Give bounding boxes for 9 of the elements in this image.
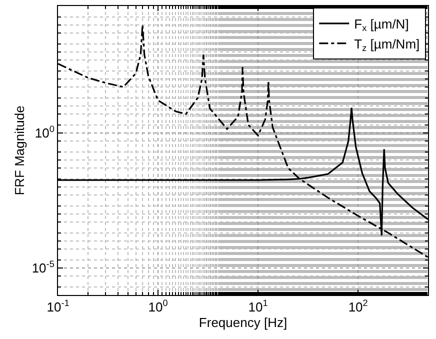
y-tick-label: 10$^{-5}$: [32, 259, 54, 276]
legend-label: T$_{z}$ [µm/Nm]: [354, 36, 420, 54]
x-tick-label: 10$^{0}$: [148, 298, 168, 315]
legend-label: F$_{x}$ [µm/N]: [354, 16, 409, 34]
y-axis-title: FRF Magnitude: [12, 106, 27, 196]
x-axis-title: Frequency [Hz]: [198, 315, 288, 330]
x-tick-label: 10$^{2}$: [348, 298, 368, 315]
x-tick-label: 10$^{1}$: [248, 298, 268, 315]
x-tick-label: 10$^{-1}$: [46, 298, 70, 315]
